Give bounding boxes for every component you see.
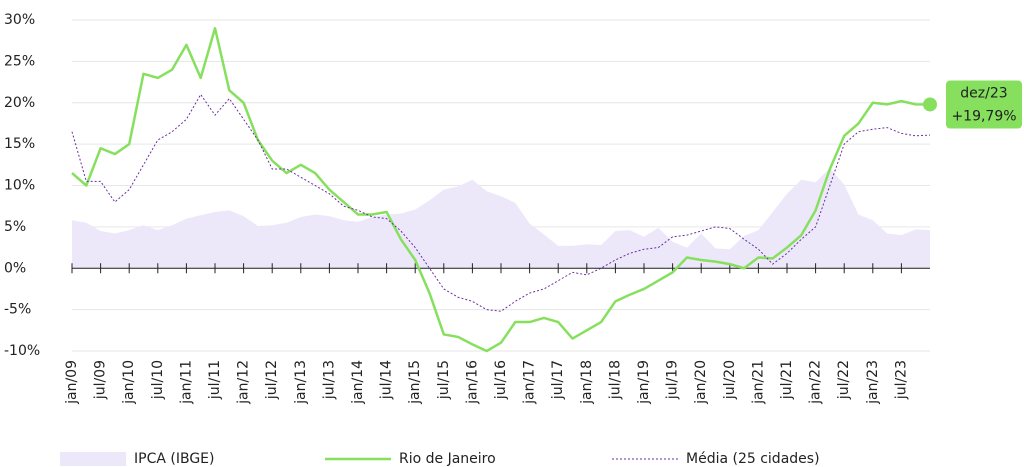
x-tick-label: jan/21: [750, 360, 766, 405]
y-tick-label: 20%: [4, 95, 35, 111]
x-tick-label: jul/21: [779, 360, 795, 400]
x-tick-label: jul/11: [207, 360, 223, 400]
x-tick-label: jan/18: [579, 360, 595, 405]
x-tick-label: jul/20: [722, 360, 738, 400]
line: [71, 27, 931, 353]
x-tick-label: jan/09: [64, 360, 80, 405]
x-tick-label: jan/16: [464, 360, 480, 405]
legend-label: Rio de Janeiro: [399, 451, 496, 467]
x-tick-label: jan/11: [178, 360, 194, 405]
x-tick-label: jan/15: [407, 360, 423, 405]
x-tick-label: jul/09: [93, 360, 109, 400]
legend-label: Média (25 cidades): [686, 451, 820, 467]
x-tick-label: jan/22: [808, 360, 824, 405]
x-tick-label: jan/10: [121, 360, 137, 405]
y-tick-label: 15%: [4, 136, 35, 152]
x-tick-label: jan/17: [522, 360, 538, 405]
x-tick-label: jan/23: [865, 360, 881, 405]
y-tick-label: 0%: [4, 260, 26, 276]
x-tick-label: jul/12: [264, 360, 280, 400]
x-tick-label: jul/14: [379, 360, 395, 400]
y-tick-label: 25%: [4, 53, 35, 69]
annotation-label: dez/23: [960, 85, 1007, 101]
end-marker: [923, 97, 937, 112]
annotation-box: [946, 80, 1022, 129]
y-tick-label: 5%: [4, 219, 26, 235]
x-tick-label: jul/10: [150, 360, 166, 400]
x-tick-label: jul/15: [436, 360, 452, 400]
y-tick-label: -10%: [4, 343, 40, 359]
x-tick-label: jul/13: [321, 360, 337, 400]
x-tick-label: jan/14: [350, 360, 366, 405]
x-tick-label: jan/20: [693, 360, 709, 405]
x-tick-label: jul/22: [836, 360, 852, 400]
y-tick-label: 30%: [4, 12, 35, 28]
x-tick-label: jul/18: [607, 360, 623, 400]
annotation-text: +19,79%: [951, 108, 1016, 124]
x-tick-label: jul/16: [493, 360, 509, 400]
line: [71, 93, 931, 312]
x-tick-label: jul/19: [665, 360, 681, 400]
legend-swatch: [60, 452, 126, 466]
y-tick-label: 10%: [4, 178, 35, 194]
area: [72, 168, 930, 269]
x-tick-label: jan/13: [293, 360, 309, 405]
x-tick-label: jan/19: [636, 360, 652, 405]
x-tick-label: jan/12: [236, 360, 252, 405]
x-tick-label: jul/23: [893, 360, 909, 400]
y-tick-label: -5%: [4, 302, 31, 318]
legend-label: IPCA (IBGE): [134, 451, 214, 467]
x-tick-label: jul/17: [550, 360, 566, 400]
